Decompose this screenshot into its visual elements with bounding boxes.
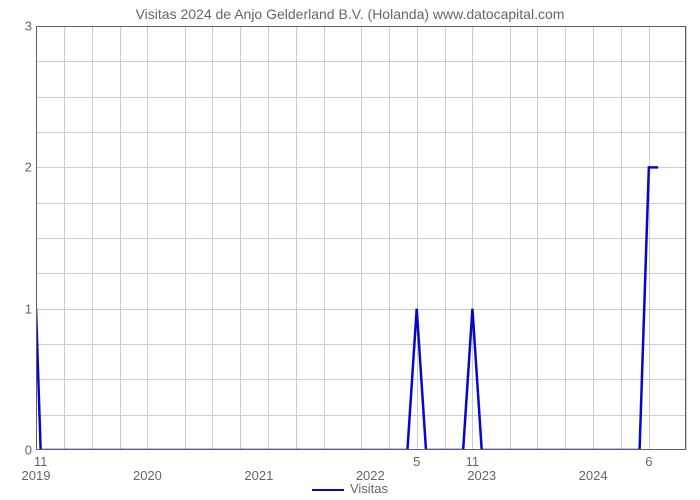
legend-label: Visitas <box>350 481 388 496</box>
legend: Visitas <box>0 481 700 496</box>
y-tick-label: 2 <box>6 160 32 175</box>
y-tick-label: 1 <box>6 301 32 316</box>
y-tick-label: 3 <box>6 19 32 34</box>
y-tick-label: 0 <box>6 443 32 458</box>
plot-border <box>36 26 686 450</box>
chart-container: Visitas 2024 de Anjo Gelderland B.V. (Ho… <box>0 0 700 500</box>
x-tick-minor-label: 11 <box>466 454 480 469</box>
x-tick-minor-label: 11 <box>34 454 48 469</box>
plot-area <box>36 26 686 450</box>
legend-swatch <box>312 489 344 491</box>
chart-title: Visitas 2024 de Anjo Gelderland B.V. (Ho… <box>0 6 700 22</box>
x-tick-minor-label: 5 <box>413 454 420 469</box>
x-tick-minor-label: 6 <box>645 454 652 469</box>
